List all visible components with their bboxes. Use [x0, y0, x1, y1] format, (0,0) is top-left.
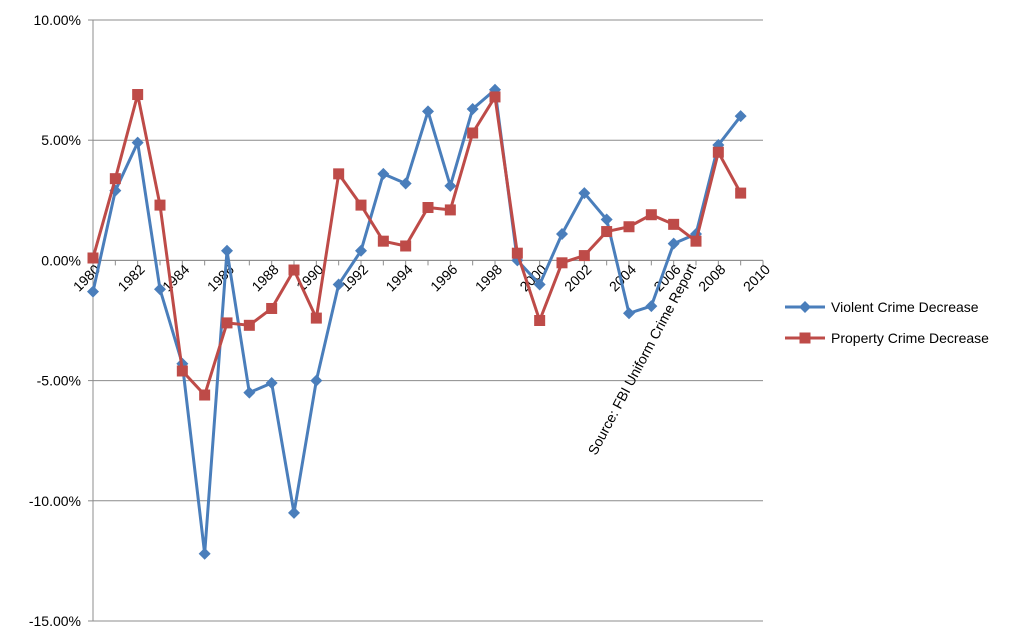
data-point [265, 377, 278, 390]
legend-marker [799, 301, 811, 313]
x-tick-label: 1998 [472, 261, 505, 294]
data-point [467, 127, 479, 139]
data-point [333, 168, 345, 180]
data-point [422, 105, 434, 118]
series-line [91, 88, 742, 556]
data-point [489, 91, 501, 103]
legend-label: Property Crime Decrease [831, 330, 989, 346]
data-point [377, 167, 390, 180]
x-tick-label: 1996 [427, 261, 460, 294]
x-tick-label: 2008 [695, 261, 728, 294]
x-tick-label: 2010 [740, 261, 773, 294]
data-point [266, 302, 278, 314]
source-annotation: Source: FBI Uniform Crime Report [585, 261, 700, 458]
y-tick-label: 5.00% [41, 132, 81, 148]
data-point [221, 317, 233, 329]
data-point [399, 177, 412, 190]
data-point [690, 235, 702, 247]
y-axis: -15.00% -10.00% -5.00% 0.00% 5.00% 10.00% [29, 12, 94, 629]
data-point [601, 226, 613, 238]
x-axis: 1980 1982 1984 1986 1988 1990 1992 1994 1996 1998… [70, 259, 773, 295]
data-point [243, 386, 256, 399]
legend-marker [799, 332, 811, 344]
legend: Violent Crime Decrease Property Crime Dec… [785, 299, 989, 346]
data-point [87, 252, 99, 264]
data-point [154, 199, 166, 211]
data-point [131, 136, 144, 149]
data-point [199, 389, 211, 401]
y-tick-label: -5.00% [37, 373, 81, 389]
data-point [288, 264, 300, 276]
data-point [154, 283, 166, 296]
series-1 [87, 83, 747, 560]
data-point [355, 244, 367, 257]
data-point [221, 244, 233, 257]
series-2 [87, 89, 747, 401]
data-point [288, 506, 300, 519]
data-point [735, 187, 747, 199]
y-tick-label: 10.00% [34, 12, 81, 28]
legend-entry: Violent Crime Decrease [785, 299, 979, 315]
data-point [466, 102, 479, 115]
data-point [712, 146, 724, 158]
data-point [109, 173, 121, 185]
y-tick-label: -10.00% [29, 493, 81, 509]
data-point [578, 250, 590, 262]
data-point [556, 257, 568, 269]
data-point [310, 374, 323, 387]
series-layer [87, 83, 747, 560]
data-point [198, 547, 211, 560]
data-point [645, 209, 657, 221]
data-point [444, 204, 456, 216]
data-point [734, 110, 747, 123]
data-point [511, 247, 523, 259]
data-point [623, 307, 635, 320]
data-point [645, 300, 658, 313]
data-point [422, 202, 434, 214]
x-tick-label: 1982 [114, 261, 147, 294]
data-point [87, 285, 99, 298]
data-point [534, 315, 546, 326]
data-point [400, 240, 412, 252]
data-point [667, 237, 680, 250]
data-point [556, 227, 568, 240]
data-point [668, 218, 680, 230]
x-tick-label: 1988 [248, 261, 281, 294]
legend-label: Violent Crime Decrease [831, 299, 979, 315]
data-point [310, 312, 322, 324]
data-point [623, 221, 635, 233]
data-point [533, 278, 546, 291]
data-point [444, 179, 457, 192]
data-point [578, 187, 591, 200]
data-point [332, 278, 345, 291]
data-point [600, 213, 613, 226]
legend-entry: Property Crime Decrease [785, 330, 989, 346]
y-tick-label: -15.00% [29, 613, 81, 629]
data-point [243, 319, 255, 331]
data-point [355, 199, 367, 211]
x-tick-label: 1994 [382, 261, 415, 294]
y-tick-label: 0.00% [41, 252, 81, 268]
data-point [176, 365, 188, 377]
data-point [132, 89, 144, 101]
data-point [377, 235, 389, 247]
